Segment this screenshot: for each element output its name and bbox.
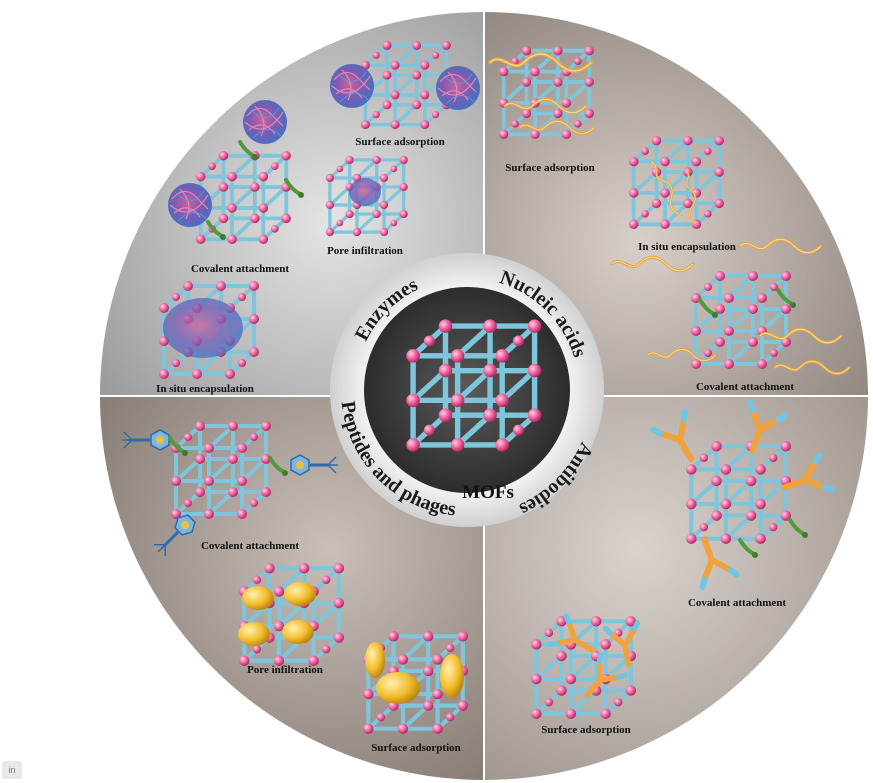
nucleic-surface-adsorption-label: Surface adsorption bbox=[505, 162, 595, 174]
nucleic-covalent-attachment-label: Covalent attachment bbox=[696, 381, 794, 393]
enzymes-in-situ-encapsulation-icon bbox=[157, 279, 261, 381]
center-mof-cube-icon bbox=[406, 319, 541, 451]
antibodies-surface-adsorption-label: Surface adsorption bbox=[541, 724, 631, 736]
peptides-pore-infiltration-label: Pore infiltration bbox=[247, 664, 323, 676]
corner-badge: in bbox=[2, 761, 22, 779]
nucleic-in-situ-encapsulation-label: In situ encapsulation bbox=[638, 241, 736, 253]
peptides-pore-infiltration-icon bbox=[238, 563, 344, 666]
peptides-covalent-attachment-label: Covalent attachment bbox=[201, 540, 299, 552]
center-label-mofs: MOFs bbox=[462, 482, 514, 503]
antibodies-covalent-attachment-label: Covalent attachment bbox=[688, 597, 786, 609]
peptides-surface-adsorption-icon bbox=[363, 631, 468, 734]
enzymes-surface-adsorption-label: Surface adsorption bbox=[355, 136, 445, 148]
nucleic-in-situ-encapsulation-icon bbox=[627, 134, 726, 231]
enzymes-in-situ-encapsulation-label: In situ encapsulation bbox=[156, 383, 254, 395]
peptides-surface-adsorption-label: Surface adsorption bbox=[371, 742, 461, 754]
enzymes-covalent-attachment-label: Covalent attachment bbox=[191, 263, 289, 275]
enzymes-pore-infiltration-label: Pore infiltration bbox=[327, 245, 403, 257]
enzymes-pore-infiltration-icon bbox=[324, 154, 410, 238]
